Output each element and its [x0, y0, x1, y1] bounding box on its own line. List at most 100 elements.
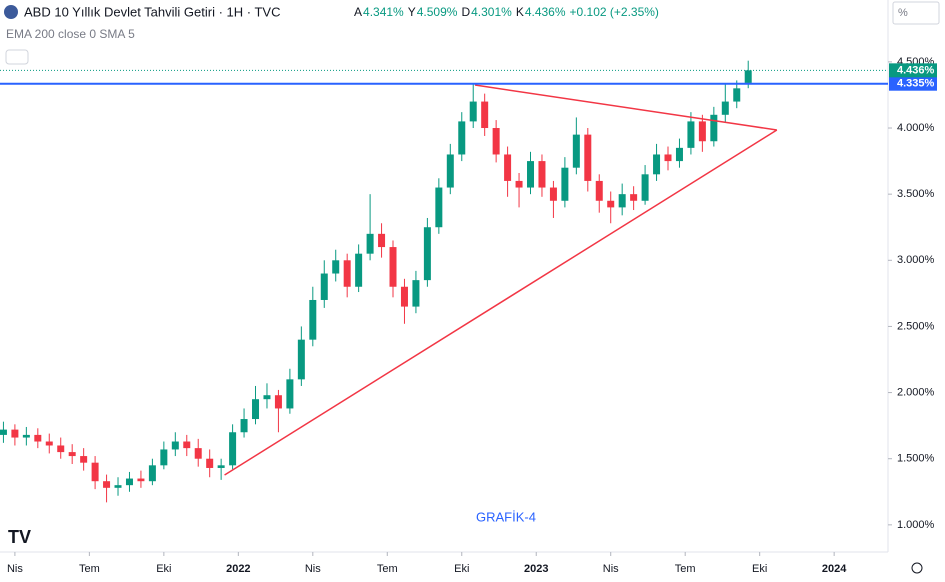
ohlc-value: 4.301%	[471, 5, 512, 19]
collapse-button[interactable]	[5, 49, 29, 65]
y-tick-label: 2.500%	[897, 320, 935, 332]
y-tick-label: 3.000%	[897, 254, 935, 266]
ohlc-legend: A 4.341% Y 4.509% D 4.301% K 4.436% +0.102 (+2.3…	[354, 5, 659, 19]
candle-body	[160, 449, 168, 466]
candle-body	[68, 452, 76, 457]
ohlc-key: K	[516, 5, 524, 19]
candle-body	[504, 154, 512, 181]
candle-body	[481, 101, 489, 129]
y-tick-label: 2.000%	[897, 386, 935, 398]
candle-body	[561, 167, 569, 201]
candle-body	[125, 478, 133, 486]
candle-body	[710, 114, 718, 142]
candle-body	[263, 395, 271, 400]
candle-body	[698, 121, 706, 142]
last-price-label-bg	[889, 63, 937, 78]
x-tick-label: Eki	[454, 563, 469, 575]
logo: TV	[8, 527, 31, 547]
candle-body	[721, 101, 729, 115]
candle-body	[137, 478, 145, 482]
x-tick-label: Nis	[603, 563, 619, 575]
candle-body	[641, 174, 649, 201]
y-tick-label: 4.000%	[897, 122, 935, 134]
candle-body	[687, 121, 695, 148]
ohlc-value: 4.341%	[363, 5, 404, 19]
candle-body	[355, 253, 363, 287]
candle-body	[653, 154, 661, 175]
candle-body	[515, 180, 523, 188]
x-tick-label: Tem	[79, 563, 100, 575]
ohlc-value: 4.509%	[417, 5, 458, 19]
candle-body	[171, 441, 179, 450]
candle-body	[252, 399, 260, 420]
candle-body	[34, 434, 42, 442]
scale-button-label[interactable]: %	[898, 7, 908, 19]
y-tick-label: 1.500%	[897, 453, 935, 465]
price-label-bg	[889, 76, 937, 91]
candle-body	[595, 180, 603, 201]
candle-body	[412, 280, 420, 307]
candle-body	[435, 187, 443, 228]
candle-body	[103, 481, 111, 488]
candle-body	[343, 260, 351, 287]
candle-body	[240, 419, 248, 433]
x-tick-label: 2024	[822, 563, 847, 575]
settings-icon[interactable]	[911, 562, 923, 574]
candle-body	[148, 465, 156, 482]
candle-body	[332, 260, 340, 274]
candle-body	[57, 445, 65, 453]
candle-body	[538, 161, 546, 188]
candle-body	[309, 299, 317, 340]
x-tick-label: Nis	[305, 563, 321, 575]
candle-body	[423, 227, 431, 281]
candle-body	[607, 200, 615, 208]
candle-body	[194, 448, 202, 459]
trend-line	[474, 84, 777, 131]
candle-body	[22, 434, 30, 438]
x-tick-label: Nis	[7, 563, 23, 575]
candle-body	[114, 485, 122, 488]
candle-body	[389, 247, 397, 287]
candle-body	[320, 273, 328, 300]
x-tick-label: Tem	[377, 563, 398, 575]
x-tick-label: Tem	[675, 563, 696, 575]
candle-body	[446, 154, 454, 188]
x-tick-label: 2023	[524, 563, 548, 575]
indicator-label: EMA 200 close 0 SMA 5	[6, 27, 135, 41]
ohlc-key: Y	[408, 5, 416, 19]
candle-body	[91, 462, 99, 482]
candle-body	[45, 441, 53, 446]
x-tick-label: Eki	[156, 563, 171, 575]
candle-body	[80, 456, 88, 463]
candle-body	[0, 429, 7, 435]
candle-body	[549, 187, 557, 201]
candle-body	[400, 286, 408, 307]
candle-body	[366, 233, 374, 254]
price-label: 4.335%	[897, 78, 935, 90]
ohlc-key: A	[354, 5, 362, 19]
candle-body	[733, 88, 741, 102]
scale-button[interactable]	[892, 1, 940, 25]
last-price-label: 4.436%	[897, 64, 935, 76]
candle-body	[286, 379, 294, 409]
candle-body	[297, 339, 305, 380]
y-tick-label: 1.000%	[897, 519, 935, 531]
candle-body	[618, 194, 626, 208]
annotation: GRAFİK-4	[476, 509, 536, 524]
candle-body	[664, 154, 672, 162]
candle-body	[469, 101, 477, 122]
symbol-title: ABD 10 Yıllık Devlet Tahvili Getiri · 1H…	[24, 4, 280, 19]
candle-body	[217, 465, 225, 468]
candle-body	[274, 395, 282, 409]
x-tick-label: Eki	[752, 563, 767, 575]
candle-body	[572, 134, 580, 168]
candle-body	[229, 432, 237, 466]
candle-body	[206, 458, 214, 468]
ohlc-value: 4.436%	[525, 5, 566, 19]
candle-body	[675, 147, 683, 162]
x-tick-label: 2022	[226, 563, 250, 575]
candle-body	[492, 128, 500, 155]
candle-body	[11, 429, 19, 438]
